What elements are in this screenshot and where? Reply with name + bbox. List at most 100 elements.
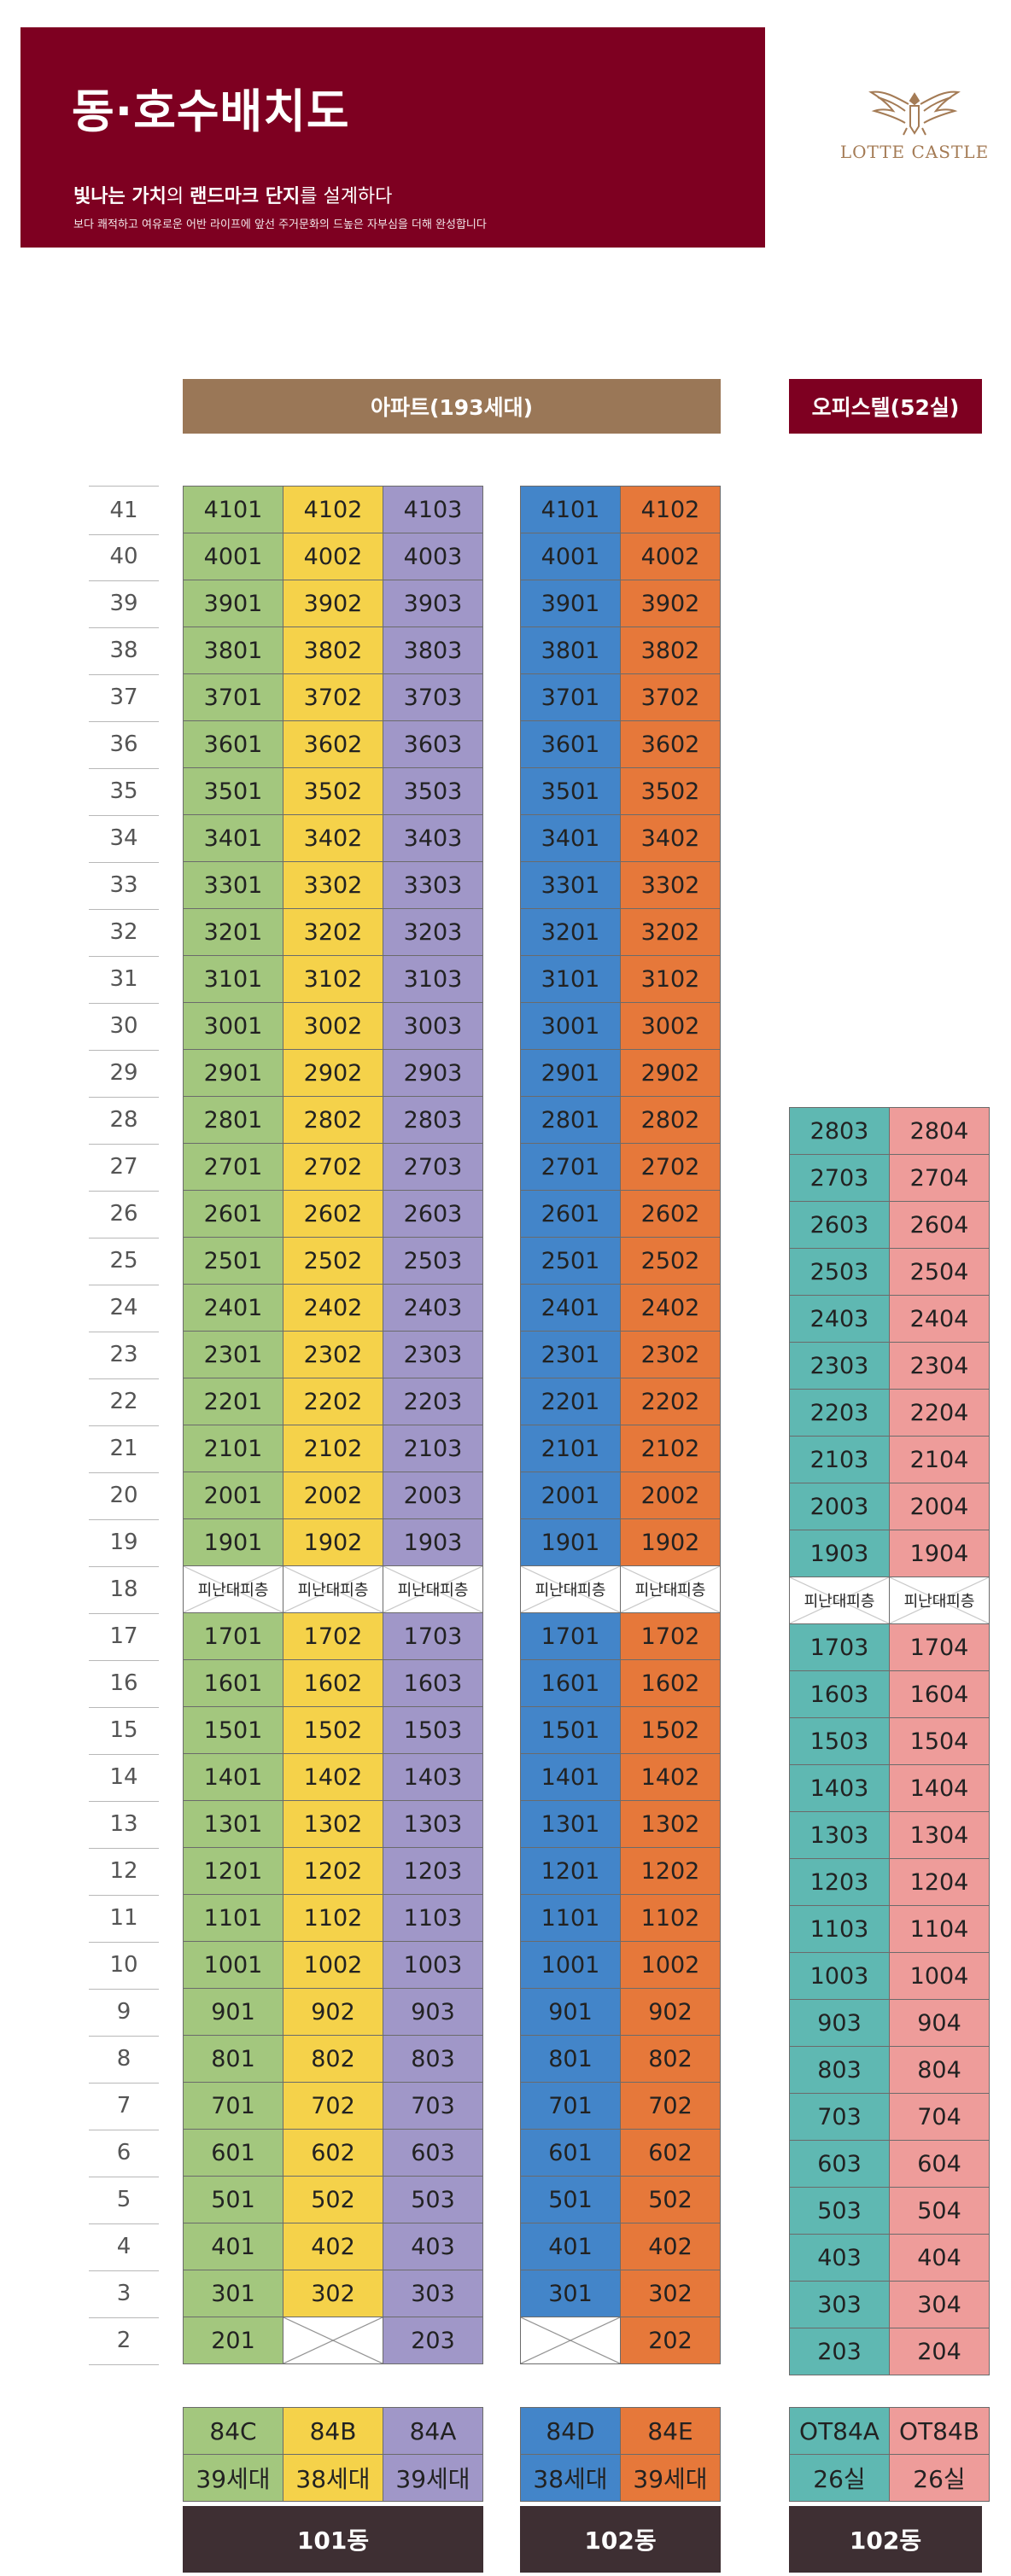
unit-count: 39세대 bbox=[383, 2454, 483, 2502]
unit-cell: 1302 bbox=[283, 1800, 383, 1848]
unit-cell: 3701 bbox=[520, 673, 621, 721]
empty-slot bbox=[789, 533, 890, 581]
unit-cell: 1704 bbox=[889, 1623, 990, 1671]
unit-cell: 2801 bbox=[520, 1096, 621, 1144]
unit-type: 84D bbox=[520, 2407, 621, 2455]
unit-cell: 1101 bbox=[520, 1894, 621, 1942]
unit-cell: 2003 bbox=[383, 1472, 483, 1519]
unit-count: 39세대 bbox=[183, 2454, 283, 2502]
empty-slot bbox=[889, 533, 990, 581]
unit-cell: 1901 bbox=[183, 1518, 283, 1566]
unit-cell: 1503 bbox=[789, 1717, 890, 1765]
unit-cell: 2503 bbox=[383, 1237, 483, 1285]
unit-cell: 1904 bbox=[889, 1530, 990, 1577]
unit-type: 84C bbox=[183, 2407, 283, 2455]
unit-cell: 501 bbox=[520, 2176, 621, 2223]
unit-cell: 3102 bbox=[620, 955, 721, 1003]
empty-slot bbox=[889, 581, 990, 629]
unit-cell: 2303 bbox=[383, 1331, 483, 1378]
unit-cell: 2703 bbox=[383, 1143, 483, 1191]
empty-slot bbox=[789, 629, 890, 677]
unit-cell: 503 bbox=[789, 2187, 890, 2235]
unit-cell: 1101 bbox=[183, 1894, 283, 1942]
empty-slot bbox=[789, 1059, 890, 1107]
unit-cell: 301 bbox=[520, 2270, 621, 2317]
unit-cell: 1001 bbox=[183, 1941, 283, 1989]
floor-label: 20 bbox=[89, 1472, 159, 1520]
unit-cell: 1702 bbox=[620, 1612, 721, 1660]
unit-cell: 903 bbox=[789, 1999, 890, 2047]
unit-cell: 501 bbox=[183, 2176, 283, 2223]
floor-label: 40 bbox=[89, 533, 159, 581]
floor-label: 28 bbox=[89, 1096, 159, 1145]
unit-cell: 601 bbox=[183, 2129, 283, 2177]
floor-label: 11 bbox=[89, 1894, 159, 1943]
column-102-line2: 4102 4002 3902 3802 3702 3602 3502 3402 3302 3202… bbox=[620, 486, 721, 2364]
unit-cell: 2003 bbox=[789, 1483, 890, 1530]
type-box-84e: 84E 39세대 bbox=[620, 2407, 721, 2502]
unit-count: 26실 bbox=[789, 2454, 890, 2502]
unit-cell: 4003 bbox=[383, 533, 483, 580]
unit-cell: 703 bbox=[383, 2082, 483, 2130]
unit-cell: 1204 bbox=[889, 1858, 990, 1906]
unit-cell: 3501 bbox=[520, 767, 621, 815]
unit-cell: 2002 bbox=[283, 1472, 383, 1519]
unit-cell: 3301 bbox=[183, 861, 283, 909]
unit-cell: 2004 bbox=[889, 1483, 990, 1530]
unit-cell: 2704 bbox=[889, 1154, 990, 1202]
no-unit-cell bbox=[283, 2317, 383, 2364]
unit-cell: 2102 bbox=[620, 1425, 721, 1472]
unit-cell: 2801 bbox=[183, 1096, 283, 1144]
unit-cell: 2802 bbox=[620, 1096, 721, 1144]
unit-cell: 2501 bbox=[183, 1237, 283, 1285]
unit-cell: 3303 bbox=[383, 861, 483, 909]
empty-slot bbox=[889, 725, 990, 772]
unit-cell: 1901 bbox=[520, 1518, 621, 1566]
unit-cell: 3002 bbox=[620, 1002, 721, 1050]
unit-cell: 3003 bbox=[383, 1002, 483, 1050]
unit-cell: 403 bbox=[789, 2234, 890, 2282]
unit-cell: 3801 bbox=[520, 627, 621, 674]
unit-cell: 302 bbox=[620, 2270, 721, 2317]
building-label-102: 102동 bbox=[520, 2506, 721, 2573]
unit-count: 39세대 bbox=[620, 2454, 721, 2502]
no-unit-cell bbox=[520, 2317, 621, 2364]
unit-cell: 902 bbox=[283, 1988, 383, 2036]
column-officetel-line2: 2804 2704 2604 2504 2404 2304 2204 2104 2004 1904… bbox=[889, 486, 990, 2375]
unit-cell: 4002 bbox=[283, 533, 383, 580]
unit-cell: 404 bbox=[889, 2234, 990, 2282]
unit-cell: 2602 bbox=[620, 1190, 721, 1238]
unit-cell: 1902 bbox=[283, 1518, 383, 1566]
unit-cell: 3702 bbox=[283, 673, 383, 721]
floor-label: 3 bbox=[89, 2270, 159, 2318]
subtitle: 보다 쾌적하고 여유로운 어반 라이프에 앞선 주거문화의 드높은 자부심을 더… bbox=[73, 219, 487, 231]
unit-cell: 1104 bbox=[889, 1905, 990, 1953]
type-box-ot84b: OT84B 26실 bbox=[889, 2407, 990, 2502]
unit-cell: 901 bbox=[520, 1988, 621, 2036]
floor-label: 31 bbox=[89, 955, 159, 1004]
unit-cell: 3401 bbox=[520, 814, 621, 862]
unit-cell: 1201 bbox=[520, 1847, 621, 1895]
empty-slot bbox=[789, 916, 890, 964]
unit-cell: 3301 bbox=[520, 861, 621, 909]
unit-cell: 1203 bbox=[383, 1847, 483, 1895]
unit-cell: 3502 bbox=[283, 767, 383, 815]
unit-cell: 2402 bbox=[620, 1284, 721, 1332]
unit-cell: 3001 bbox=[183, 1002, 283, 1050]
building-label-102-officetel: 102동 bbox=[789, 2506, 982, 2573]
floor-label: 25 bbox=[89, 1237, 159, 1285]
unit-cell: 1103 bbox=[383, 1894, 483, 1942]
unit-cell: 1401 bbox=[520, 1753, 621, 1801]
floor-label: 12 bbox=[89, 1847, 159, 1896]
unit-cell: 302 bbox=[283, 2270, 383, 2317]
unit-cell: 603 bbox=[789, 2140, 890, 2188]
unit-cell: 2104 bbox=[889, 1436, 990, 1483]
empty-slot bbox=[789, 677, 890, 725]
unit-cell: 3101 bbox=[183, 955, 283, 1003]
floor-label: 8 bbox=[89, 2035, 159, 2084]
column-officetel-line1: 2803 2703 2603 2503 2403 2303 2203 2103 2003 1903… bbox=[789, 486, 890, 2375]
unit-cell: 1402 bbox=[620, 1753, 721, 1801]
unit-cell: 2002 bbox=[620, 1472, 721, 1519]
unit-type: OT84B bbox=[889, 2407, 990, 2455]
eagle-icon bbox=[868, 90, 961, 136]
